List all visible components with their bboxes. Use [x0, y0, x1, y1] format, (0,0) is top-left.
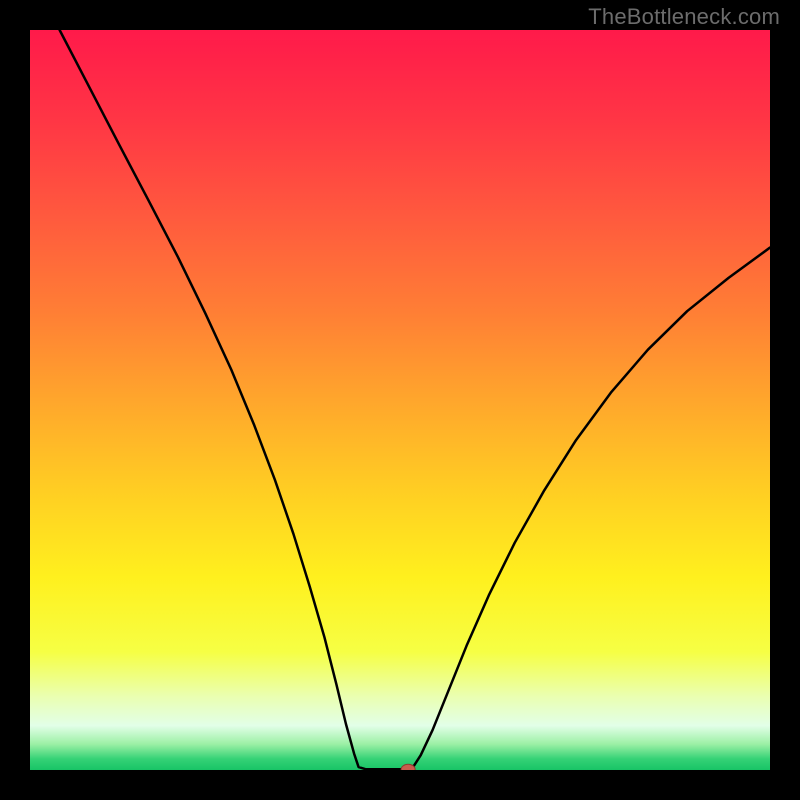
bottleneck-chart — [0, 0, 800, 800]
plot-background — [30, 30, 770, 770]
chart-frame: TheBottleneck.com — [0, 0, 800, 800]
watermark-text: TheBottleneck.com — [588, 4, 780, 30]
frame-border — [0, 0, 30, 800]
frame-border — [770, 0, 800, 800]
frame-border — [0, 770, 800, 800]
